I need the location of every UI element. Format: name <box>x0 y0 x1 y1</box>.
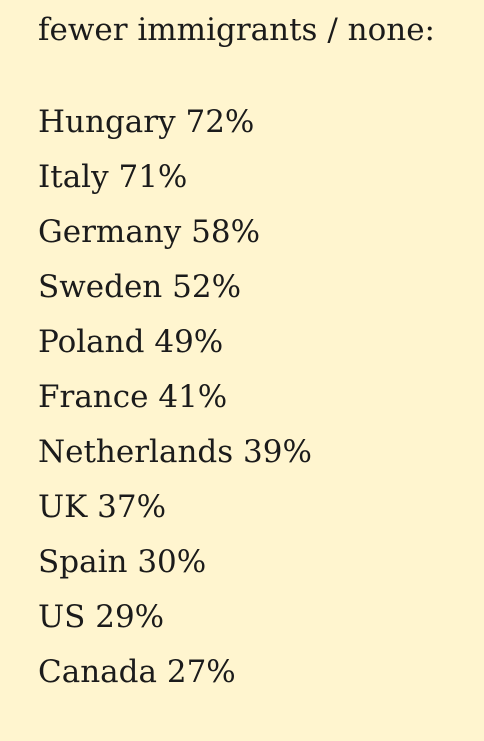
percentage-value: 52% <box>172 269 242 305</box>
list-item: UK 37% <box>38 485 312 540</box>
percentage-value: 71% <box>118 159 188 195</box>
percentage-value: 39% <box>243 434 312 470</box>
percentage-value: 49% <box>154 324 224 360</box>
country-name: Italy <box>38 159 109 195</box>
percentage-value: 41% <box>158 379 228 415</box>
country-name: Poland <box>38 324 145 360</box>
percentage-value: 58% <box>191 214 261 250</box>
list-item: Sweden 52% <box>38 265 312 320</box>
list-item: Poland 49% <box>38 320 312 375</box>
percentage-value: 72% <box>185 104 255 140</box>
country-list: Hungary 72% Italy 71% Germany 58% Sweden… <box>38 100 312 705</box>
percentage-value: 37% <box>97 489 167 525</box>
country-name: Canada <box>38 654 157 690</box>
country-name: Spain <box>38 544 128 580</box>
country-name: UK <box>38 489 88 525</box>
list-item: US 29% <box>38 595 312 650</box>
list-item: Netherlands 39% <box>38 430 312 485</box>
country-name: Sweden <box>38 269 163 305</box>
country-name: Netherlands <box>38 434 234 470</box>
country-name: US <box>38 599 86 635</box>
country-name: Hungary <box>38 104 176 140</box>
list-item: Germany 58% <box>38 210 312 265</box>
percentage-value: 29% <box>95 599 165 635</box>
percentage-value: 27% <box>166 654 236 690</box>
document-page: fewer immigrants / none: Hungary 72% Ita… <box>38 0 478 741</box>
country-name: Germany <box>38 214 182 250</box>
country-name: France <box>38 379 149 415</box>
list-item: Spain 30% <box>38 540 312 595</box>
percentage-value: 30% <box>137 544 207 580</box>
list-item: Italy 71% <box>38 155 312 210</box>
list-item: France 41% <box>38 375 312 430</box>
list-item: Hungary 72% <box>38 100 312 155</box>
list-item: Canada 27% <box>38 650 312 705</box>
page-heading: fewer immigrants / none: <box>38 12 436 48</box>
